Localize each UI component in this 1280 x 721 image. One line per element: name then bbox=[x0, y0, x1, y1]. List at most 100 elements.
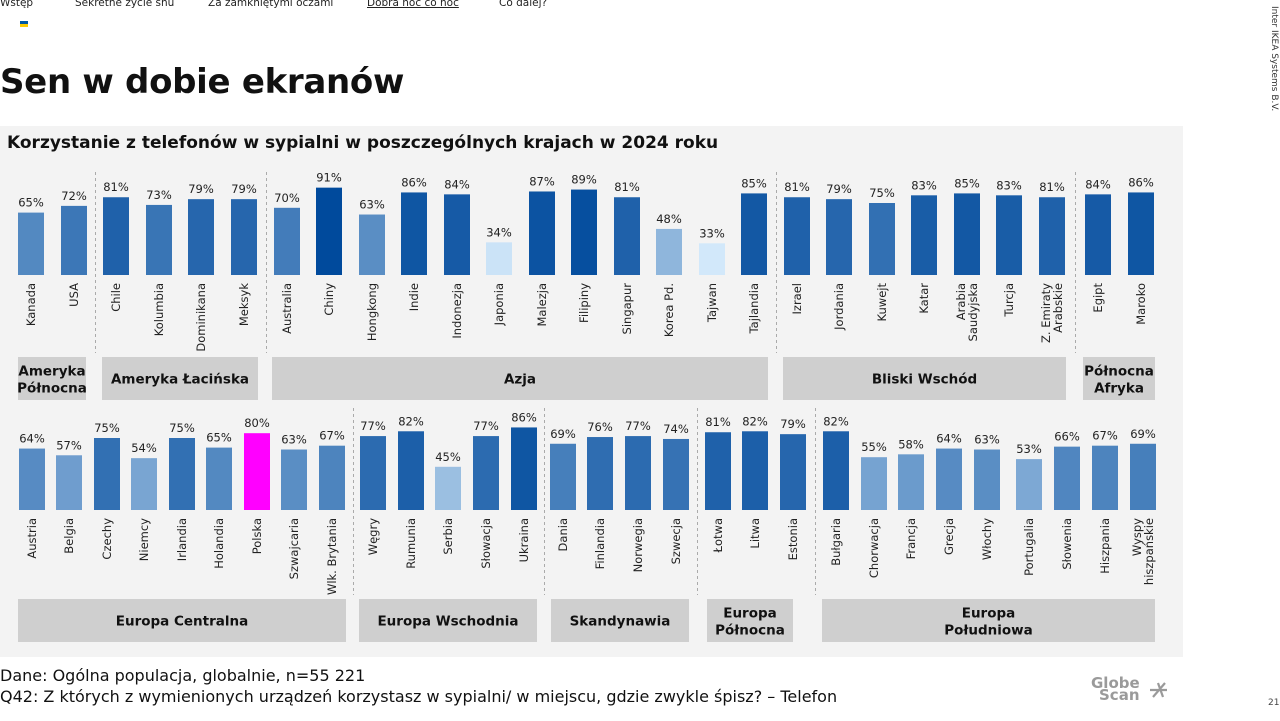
category-label-austria: Austria bbox=[25, 518, 39, 559]
value-label-usa: 72% bbox=[61, 189, 87, 203]
category-label-tajwan: Tajwan bbox=[705, 283, 719, 323]
bar-czechy bbox=[94, 438, 120, 510]
bar-bulgaria bbox=[823, 431, 849, 510]
value-label-korea-pd: 48% bbox=[656, 212, 682, 226]
bar-portugalia bbox=[1016, 459, 1042, 510]
category-label-katar: Katar bbox=[917, 283, 931, 314]
category-label-filipiny: Filipiny bbox=[577, 283, 591, 323]
value-label-slowenia: 66% bbox=[1054, 430, 1080, 444]
nav-item-sekretne-zycie-snu[interactable]: Sekretne życie snu bbox=[75, 0, 175, 9]
region-label-skandynawia: Skandynawia bbox=[570, 614, 671, 630]
bar-wlk-brytania bbox=[319, 445, 345, 510]
bar-niemcy bbox=[131, 458, 157, 510]
category-label-czechy: Czechy bbox=[100, 518, 114, 560]
region-label-polnocna-afryka: Północna Afryka bbox=[1084, 364, 1154, 397]
value-label-lotwa: 81% bbox=[705, 415, 731, 429]
value-label-litwa: 82% bbox=[742, 414, 768, 428]
value-label-egipt: 84% bbox=[1085, 177, 1111, 191]
value-label-francja: 58% bbox=[898, 437, 924, 451]
category-label-wlk-brytania: Wlk. Brytania bbox=[325, 518, 339, 595]
category-label-lotwa: Łotwa bbox=[711, 518, 725, 553]
bar-wegry bbox=[360, 436, 386, 510]
value-label-serbia: 45% bbox=[435, 450, 461, 464]
category-label-rumunia: Rumunia bbox=[404, 518, 418, 569]
bar-tajlandia bbox=[741, 193, 767, 275]
value-label-slowacja: 77% bbox=[473, 419, 499, 433]
region-box-azja bbox=[272, 357, 768, 400]
bar-jordania bbox=[826, 199, 852, 275]
value-label-szwajcaria: 63% bbox=[281, 433, 307, 447]
category-label-finlandia: Finlandia bbox=[593, 518, 607, 569]
category-label-indonezja: Indonezja bbox=[450, 283, 464, 339]
category-label-chorwacja: Chorwacja bbox=[867, 518, 881, 578]
value-label-wyspy-hiszpanskie: 69% bbox=[1130, 427, 1156, 441]
category-label-wlochy: Włochy bbox=[980, 518, 994, 560]
value-label-norwegia: 77% bbox=[625, 419, 651, 433]
category-label-irlandia: Irlandia bbox=[175, 518, 189, 561]
bar-slowenia bbox=[1054, 446, 1080, 510]
region-label-azja: Azja bbox=[504, 372, 536, 388]
nav-item-co-dalej[interactable]: Co dalej? bbox=[499, 0, 548, 9]
category-label-korea-pd: Korea Pd. bbox=[662, 283, 676, 337]
category-label-jordania: Jordania bbox=[832, 283, 846, 331]
bar-belgia bbox=[56, 455, 82, 510]
category-label-singapur: Singapur bbox=[620, 283, 634, 335]
region-box-bliski-wschod bbox=[783, 357, 1066, 400]
category-label-japonia: Japonia bbox=[492, 283, 506, 326]
chart-row-2: 64% Austria 57% Belgia 75% Czechy 54% Niemcy 75%… bbox=[18, 408, 1156, 642]
bar-japonia bbox=[486, 242, 512, 275]
nav-item-wstep[interactable]: Wstęp bbox=[0, 0, 34, 9]
value-label-bulgaria: 82% bbox=[823, 414, 849, 428]
bar-grecja bbox=[936, 448, 962, 510]
region-box-europa-centralna bbox=[18, 599, 346, 642]
value-label-malezja: 87% bbox=[529, 174, 555, 188]
bar-arabia-saudyjska bbox=[954, 193, 980, 275]
value-label-hiszpania: 67% bbox=[1092, 429, 1118, 443]
globescan-logo: Globe Scan bbox=[1089, 674, 1171, 706]
value-label-indie: 86% bbox=[401, 175, 427, 189]
value-label-finlandia: 76% bbox=[587, 420, 613, 434]
value-label-singapur: 81% bbox=[614, 180, 640, 194]
category-label-polska: Polska bbox=[250, 518, 264, 554]
nav-item-dobra-noc-co-noc[interactable]: Dobra noc co noc bbox=[367, 0, 459, 9]
category-label-tajlandia: Tajlandia bbox=[747, 283, 761, 334]
bar-meksyk bbox=[231, 199, 257, 275]
value-label-izrael: 81% bbox=[784, 180, 810, 194]
bar-malezja bbox=[529, 191, 555, 275]
value-label-kolumbia: 73% bbox=[146, 188, 172, 202]
value-label-tajlandia: 85% bbox=[741, 176, 767, 190]
value-label-szwecja: 74% bbox=[663, 422, 689, 436]
nav-item-za-zamknietymi-oczami[interactable]: Za zamkniętymi oczami bbox=[208, 0, 334, 9]
bar-chorwacja bbox=[861, 457, 887, 510]
region-label-ameryka-polnocna: Ameryka Północna bbox=[17, 364, 87, 397]
bar-indie bbox=[401, 192, 427, 275]
category-label-usa: USA bbox=[67, 283, 81, 307]
category-label-slowenia: Słowenia bbox=[1060, 518, 1074, 570]
value-label-chiny: 91% bbox=[316, 171, 342, 185]
value-label-australia: 70% bbox=[274, 191, 300, 205]
value-label-niemcy: 54% bbox=[131, 441, 157, 455]
value-label-dominikana: 79% bbox=[188, 182, 214, 196]
category-label-belgia: Belgia bbox=[62, 518, 76, 554]
logo-mark-icon bbox=[1150, 682, 1167, 698]
category-label-grecja: Grecja bbox=[942, 518, 956, 555]
category-label-litwa: Litwa bbox=[748, 518, 762, 549]
bar-chile bbox=[103, 197, 129, 275]
value-label-kanada: 65% bbox=[18, 196, 44, 210]
value-label-wlk-brytania: 67% bbox=[319, 429, 345, 443]
category-label-szwecja: Szwecja bbox=[669, 518, 683, 564]
value-label-holandia: 65% bbox=[206, 431, 232, 445]
value-label-austria: 64% bbox=[19, 432, 45, 446]
bar-hiszpania bbox=[1092, 445, 1118, 510]
category-label-hongkong: Hongkong bbox=[365, 283, 379, 341]
chart-row-1: 65% Kanada 72% USA Ameryka Północna 81% Chile 73… bbox=[17, 171, 1155, 400]
bar-austria bbox=[19, 448, 45, 510]
category-label-wyspy-hiszpanskie: Wyspyhiszpańskie bbox=[1130, 518, 1156, 585]
category-label-slowacja: Słowacja bbox=[479, 518, 493, 569]
region-box-ameryka-polnocna bbox=[18, 357, 86, 400]
category-label-malezja: Malezja bbox=[535, 283, 549, 327]
category-label-kuwejt: Kuwejt bbox=[875, 283, 889, 322]
value-label-turcja: 83% bbox=[996, 178, 1022, 192]
category-label-meksyk: Meksyk bbox=[237, 283, 251, 326]
bar-lotwa bbox=[705, 432, 731, 510]
